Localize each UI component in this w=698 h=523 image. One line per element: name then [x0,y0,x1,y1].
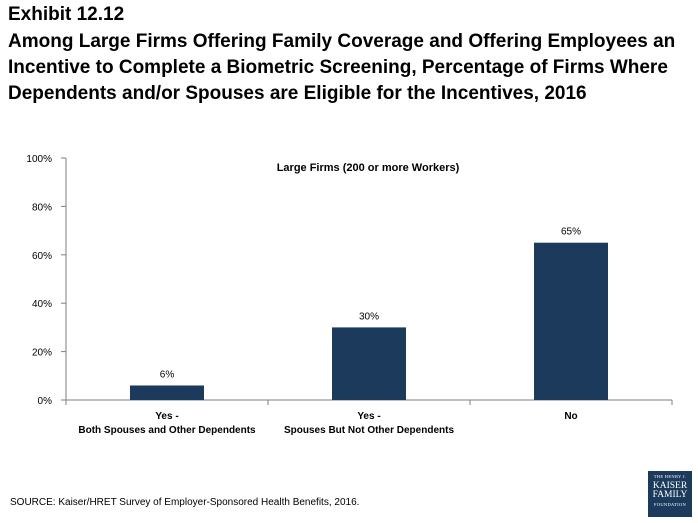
bar [130,385,204,400]
exhibit-number: Exhibit 12.12 [8,4,125,25]
data-label: 65% [561,227,581,238]
y-tick-label: 0% [38,396,53,407]
data-label: 30% [359,311,379,322]
source-note: SOURCE: Kaiser/HRET Survey of Employer-S… [10,497,360,508]
chart-subtitle: Large Firms (200 or more Workers) [277,162,460,174]
x-category-label: Yes - [155,411,178,422]
y-tick-label: 20% [32,348,52,359]
x-category-label: Yes - [357,411,380,422]
y-tick-label: 80% [32,202,52,213]
y-tick-label: 40% [32,299,52,310]
kff-logo: THE HENRY J. KAISER FAMILY FOUNDATION [648,471,692,517]
x-category-label: Both Spouses and Other Dependents [78,425,256,436]
x-category-label: No [564,411,577,422]
y-tick-label: 100% [26,154,52,165]
y-tick-label: 60% [32,251,52,262]
data-label: 6% [160,369,175,380]
chart-title: Among Large Firms Offering Family Covera… [8,31,676,104]
bar [332,327,406,400]
bar [534,242,608,400]
x-category-label: Spouses But Not Other Dependents [284,425,454,436]
